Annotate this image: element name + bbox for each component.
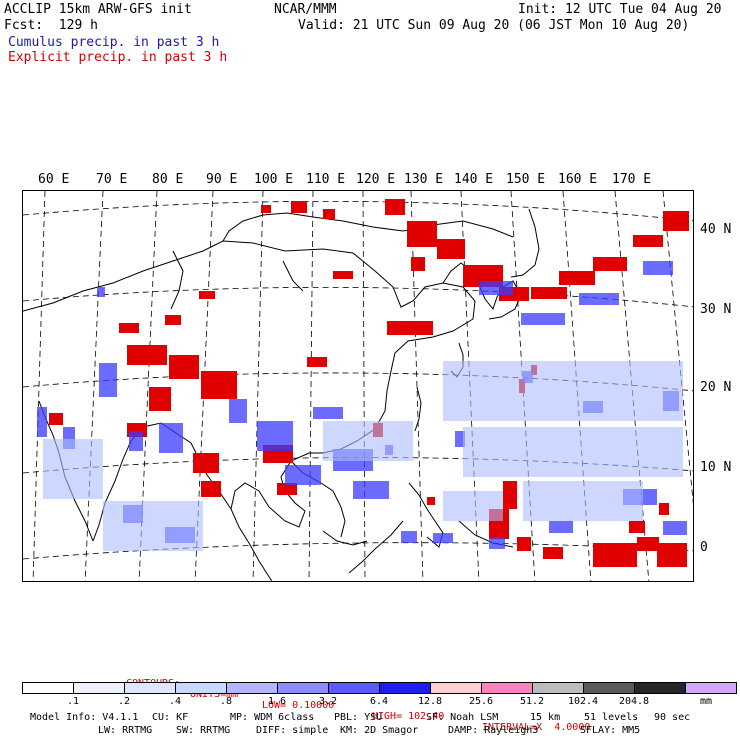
model-info-version: Model Info: V4.1.1 — [30, 712, 139, 723]
model-info-lw: LW: RRTMG — [98, 725, 153, 736]
forecast-hour: Fcst: 129 h — [4, 18, 98, 33]
lon-label: 160 E — [558, 172, 598, 187]
colorbar-segment — [124, 682, 176, 694]
colorbar — [22, 682, 737, 694]
lat-label: 10 N — [700, 460, 732, 475]
colorbar-segment — [175, 682, 227, 694]
lat-label: 20 N — [700, 380, 732, 395]
legend-explicit: Explicit precip. in past 3 h — [8, 50, 228, 65]
contour-low: LOW= 0.10000 — [262, 700, 335, 711]
lon-label: 110 E — [306, 172, 346, 187]
colorbar-segment — [532, 682, 584, 694]
lon-label: 70 E — [96, 172, 128, 187]
colorbar-tick: 12.8 — [417, 696, 443, 707]
model-info-sw: SW: RRTMG — [176, 725, 231, 736]
colorbar-segment — [583, 682, 635, 694]
colorbar-segment — [22, 682, 74, 694]
model-info-diff: DIFF: simple — [256, 725, 329, 736]
contour-units: UNITS=mm — [190, 689, 239, 700]
contour-high: HIGH= 102.40 — [372, 711, 445, 722]
center-label: NCAR/MMM — [274, 2, 337, 17]
colorbar-tick: .8 — [219, 696, 233, 707]
lon-label: 170 E — [612, 172, 652, 187]
lon-label: 100 E — [254, 172, 294, 187]
model-info-sf: SF: Noah LSM — [426, 712, 499, 723]
colorbar-tick: 3.2 — [318, 696, 338, 707]
colorbar-tick: 1.6 — [267, 696, 287, 707]
model-info-res: 15 km — [530, 712, 561, 723]
colorbar-segment — [379, 682, 431, 694]
lon-label: 130 E — [404, 172, 444, 187]
colorbar-segment — [430, 682, 482, 694]
colorbar-tick: 6.4 — [369, 696, 389, 707]
colorbar-segment — [634, 682, 686, 694]
lat-label: 30 N — [700, 302, 732, 317]
lon-label: 120 E — [356, 172, 396, 187]
model-info-damp: DAMP: Rayleigh3 — [448, 725, 539, 736]
model-info-pbl: PBL: YSU — [334, 712, 383, 723]
colorbar-tick: .4 — [168, 696, 182, 707]
model-info-km: KM: 2D Smagor — [340, 725, 419, 736]
precip-map — [22, 190, 694, 582]
colorbar-tick: 51.2 — [519, 696, 545, 707]
lon-label: 150 E — [506, 172, 546, 187]
colorbar-segment — [481, 682, 533, 694]
colorbar-segment — [685, 682, 737, 694]
model-info-cu: CU: KF — [152, 712, 189, 723]
lon-label: 80 E — [152, 172, 184, 187]
lat-label: 0 — [700, 540, 708, 555]
colorbar-unit: mm — [700, 696, 713, 707]
model-info-levels: 51 levels — [584, 712, 639, 723]
colorbar-tick: 25.6 — [468, 696, 494, 707]
colorbar-segment — [277, 682, 329, 694]
init-time: Init: 12 UTC Tue 04 Aug 20 — [518, 2, 722, 17]
colorbar-segment — [328, 682, 380, 694]
contour-interval: INTERVAL=X 4.0000 — [482, 722, 591, 733]
title: ACCLIP 15km ARW-GFS init — [4, 2, 192, 17]
colorbar-segment — [226, 682, 278, 694]
colorbar-tick: 102.4 — [567, 696, 599, 707]
model-info-sflay: SFLAY: MM5 — [580, 725, 641, 736]
valid-time: Valid: 21 UTC Sun 09 Aug 20 (06 JST Mon … — [298, 18, 690, 33]
model-info-dt: 90 sec — [654, 712, 691, 723]
map-canvas — [23, 191, 693, 581]
lon-label: 90 E — [206, 172, 238, 187]
lon-label: 140 E — [454, 172, 494, 187]
light-precip — [43, 361, 683, 551]
lat-label: 40 N — [700, 222, 732, 237]
legend-cumulus: Cumulus precip. in past 3 h — [8, 35, 220, 50]
colorbar-segment — [73, 682, 125, 694]
model-info-mp: MP: WDM 6class — [230, 712, 315, 723]
colorbar-tick: .1 — [66, 696, 80, 707]
explicit-precip — [49, 199, 689, 567]
colorbar-tick: 204.8 — [618, 696, 650, 707]
colorbar-tick: .2 — [117, 696, 131, 707]
lon-label: 60 E — [38, 172, 70, 187]
